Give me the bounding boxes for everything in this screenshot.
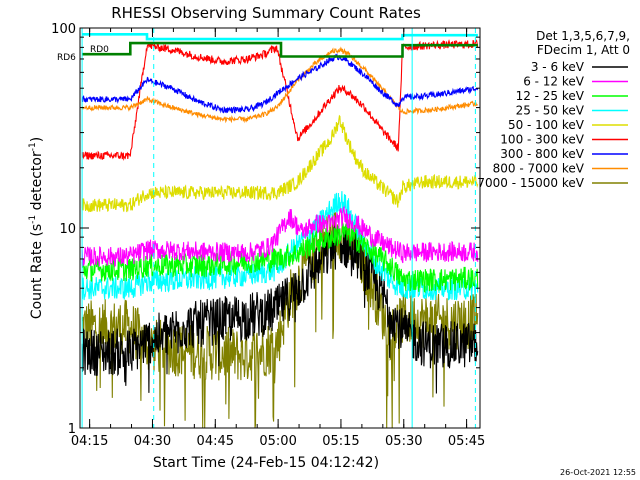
x-tick-label: 04:15 [71,434,108,449]
legend: Det 1,3,5,6,7,9, FDecim 1, Att 0 3 - 6 k… [477,29,630,190]
legend-entry: 100 - 300 keV [500,133,628,147]
legend-label: 25 - 50 keV [516,104,585,118]
legend-label: 50 - 100 keV [508,118,585,132]
attenuator-band-rd6 [82,41,478,58]
y-tick-label: 100 [51,22,76,37]
legend-label: 3 - 6 keV [531,60,585,74]
legend-header-line-2: FDecim 1, Att 0 [537,43,630,57]
x-tick-label: 05:30 [385,434,422,449]
annotation-rd6: RD6 [57,53,76,63]
legend-entry: 7000 - 15000 keV [477,176,628,190]
legend-label: 6 - 12 keV [523,75,585,89]
legend-label: 7000 - 15000 keV [477,176,584,190]
legend-label: 800 - 7000 keV [493,162,585,176]
attenuator-band-rd0 [82,33,478,41]
legend-entry: 3 - 6 keV [531,60,628,74]
legend-entry: 800 - 7000 keV [493,162,628,176]
legend-label: 300 - 800 keV [500,147,584,161]
legend-entry: 50 - 100 keV [508,118,628,132]
legend-entry: 25 - 50 keV [516,104,628,118]
x-tick-label: 05:15 [322,434,359,449]
legend-entry: 6 - 12 keV [523,75,628,89]
x-tick-label: 04:30 [134,434,171,449]
y-tick-label: 1 [68,422,76,437]
footer-date: 26-Oct-2021 12:55 [560,468,636,477]
chart-title: RHESSI Observing Summary Count Rates [111,4,421,22]
legend-header-line-1: Det 1,3,5,6,7,9, [536,29,630,43]
x-tick-label: 05:00 [259,434,296,449]
annotation-rd0: RD0 [90,45,109,55]
x-tick-label: 05:45 [448,434,485,449]
x-axis-label: Start Time (24-Feb-15 04:12:42) [153,455,379,471]
legend-label: 100 - 300 keV [500,133,584,147]
y-tick-label: 10 [59,222,76,237]
series-layer [81,33,479,429]
y-axis-label: Count Rate (s-1 detector-1) [28,137,45,319]
axis-layer: 04:15 04:30 04:45 05:00 05:15 05:30 05:45 1 10 10… [51,22,485,449]
legend-entry: 12 - 25 keV [516,89,628,103]
legend-label: 12 - 25 keV [516,89,585,103]
x-tick-label: 04:45 [197,434,234,449]
legend-entry: 300 - 800 keV [500,147,628,161]
